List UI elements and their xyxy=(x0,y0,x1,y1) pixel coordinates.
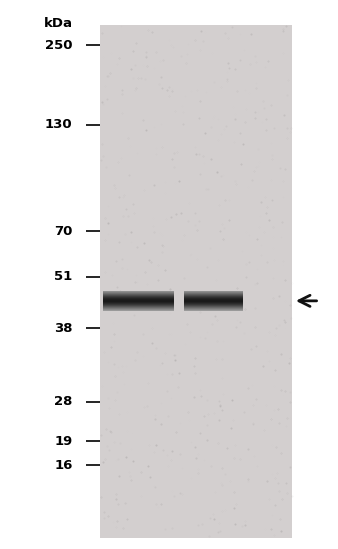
Text: 28: 28 xyxy=(54,395,73,408)
Text: kDa: kDa xyxy=(44,16,73,30)
Text: 19: 19 xyxy=(54,435,73,448)
Bar xyxy=(100,25,292,538)
Text: 51: 51 xyxy=(54,270,73,283)
Text: 70: 70 xyxy=(54,225,73,238)
Text: 250: 250 xyxy=(45,38,73,52)
Text: 16: 16 xyxy=(54,458,73,472)
Text: 38: 38 xyxy=(54,322,73,335)
Text: 130: 130 xyxy=(45,118,73,131)
